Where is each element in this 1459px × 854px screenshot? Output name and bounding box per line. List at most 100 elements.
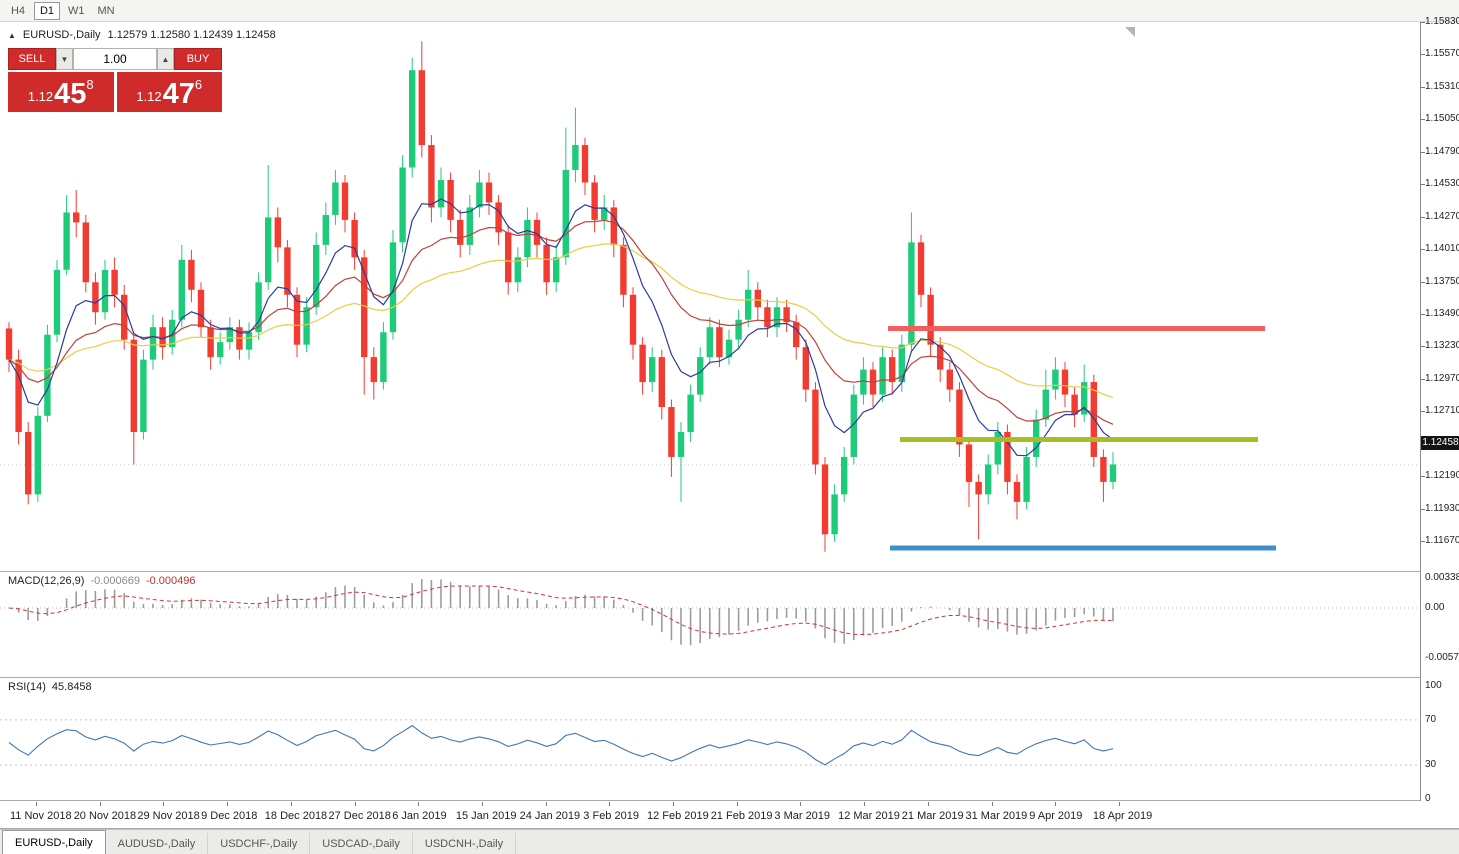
- symbol-tab-usdcnh[interactable]: USDCNH-,Daily: [413, 833, 517, 854]
- date-axis-tick: [736, 802, 738, 806]
- panel-splitter[interactable]: [0, 571, 1459, 572]
- price-axis-label: 1.15570: [1425, 48, 1459, 60]
- price-axis-tick: [1421, 313, 1425, 315]
- timeframe-d1-button[interactable]: D1: [34, 1, 60, 20]
- buy-button[interactable]: BUY: [174, 48, 222, 70]
- price-axis-tick: [1421, 476, 1425, 478]
- rsi-axis-label: 30: [1425, 759, 1437, 771]
- sell-button[interactable]: SELL: [8, 48, 56, 70]
- macd-name: MACD(12,26,9): [8, 575, 85, 587]
- price-axis-label: 1.12710: [1425, 405, 1459, 417]
- price-axis-label: 1.12190: [1425, 470, 1459, 482]
- price-axis-label: 1.14530: [1425, 178, 1459, 190]
- macd-axis-label: 0.00: [1425, 602, 1445, 613]
- macd-main-value: -0.000669: [90, 575, 140, 587]
- date-axis-label: 31 Mar 2019: [965, 810, 1028, 822]
- price-axis-label: 1.11670: [1425, 535, 1459, 546]
- panel-splitter[interactable]: [0, 677, 1459, 678]
- price-axis-label: 1.13230: [1425, 340, 1459, 352]
- ask-prefix: 1.12: [136, 89, 162, 104]
- divider: [0, 828, 1459, 829]
- bid-big-digits: 45: [54, 78, 87, 110]
- rsi-name: RSI(14): [8, 681, 46, 693]
- price-axis-label: 1.15830: [1425, 16, 1459, 27]
- date-axis-label: 18 Dec 2018: [264, 810, 328, 822]
- price-axis-tick: [1421, 119, 1425, 121]
- price-axis-tick: [1421, 86, 1425, 88]
- price-axis-tick: [1421, 541, 1425, 542]
- timeframe-toolbar: H4 D1 W1 MN: [0, 0, 1459, 22]
- date-axis-tick: [354, 802, 356, 806]
- main-chart-pane[interactable]: ▲ EURUSD-,Daily 1.12579 1.12580 1.12439 …: [0, 22, 1459, 571]
- chart-marker-icon: ▲: [8, 30, 16, 40]
- date-axis-label: 6 Jan 2019: [392, 810, 447, 822]
- volume-decrease-button[interactable]: ▼: [56, 48, 73, 70]
- timeframe-mn-button[interactable]: MN: [97, 4, 115, 17]
- timeframe-h4-button[interactable]: H4: [10, 4, 26, 17]
- date-axis-tick: [609, 802, 611, 806]
- symbol-tab-eurusd[interactable]: EURUSD-,Daily: [2, 830, 106, 854]
- price-axis-tick: [1421, 216, 1425, 218]
- date-axis-tick: [991, 802, 993, 806]
- one-click-trade-panel: SELL ▼ ▲ BUY 1.12 45 8 1.12 47 6: [8, 48, 222, 112]
- date-axis-label: 21 Mar 2019: [901, 810, 964, 822]
- price-axis-label: 1.14270: [1425, 210, 1459, 222]
- date-axis-label: 11 Nov 2018: [10, 810, 72, 822]
- macd-axis-label: -0.00574: [1425, 652, 1459, 663]
- macd-axis-label: 0.003386: [1425, 572, 1459, 583]
- date-axis-label: 9 Apr 2019: [1029, 810, 1083, 822]
- rsi-axis-label: 0: [1425, 793, 1431, 804]
- symbol-tabbar: EURUSD-,Daily AUDUSD-,Daily USDCHF-,Daily U…: [0, 829, 1459, 854]
- price-axis-tick: [1421, 184, 1425, 186]
- date-axis-label: 9 Dec 2018: [201, 810, 258, 822]
- panel-splitter[interactable]: [0, 800, 1459, 801]
- rsi-chart: [0, 719, 1420, 766]
- date-axis-tick: [481, 802, 483, 806]
- price-axis-label: 1.14010: [1425, 243, 1459, 255]
- symbol-tab-audusd[interactable]: AUDUSD-,Daily: [106, 833, 209, 854]
- candlestick-chart[interactable]: [0, 22, 1459, 571]
- price-axis-label: 1.12970: [1425, 372, 1459, 384]
- symbol-tab-usdcad[interactable]: USDCAD-,Daily: [310, 833, 413, 854]
- bid-price-button[interactable]: 1.12 45 8: [8, 72, 114, 112]
- date-axis-tick: [1055, 802, 1057, 806]
- chart-ohlc-values: 1.12579 1.12580 1.12439 1.12458: [107, 29, 276, 41]
- chart-title: ▲ EURUSD-,Daily 1.12579 1.12580 1.12439 …: [8, 29, 276, 41]
- rsi-axis-label: 100: [1425, 680, 1442, 691]
- date-axis-tick: [163, 802, 165, 806]
- macd-signal-value: -0.000496: [145, 575, 196, 587]
- ask-big-digits: 47: [162, 78, 195, 110]
- price-axis-label: 1.14790: [1425, 145, 1459, 157]
- price-axis-tick: [1421, 249, 1425, 251]
- current-price-badge: 1.12458: [1421, 435, 1459, 450]
- rsi-value: 45.8458: [51, 681, 92, 693]
- price-axis-label: 1.15310: [1425, 80, 1459, 92]
- date-axis-tick: [927, 802, 929, 806]
- date-axis-tick: [800, 802, 802, 806]
- price-axis-tick: [1421, 281, 1425, 283]
- date-axis-tick: [545, 802, 547, 806]
- ask-price-button[interactable]: 1.12 47 6: [116, 72, 222, 112]
- price-axis-tick: [1421, 346, 1425, 348]
- price-axis-tick: [1421, 508, 1425, 510]
- price-axis[interactable]: 1.15830 1.15570 1.15310 1.15050 1.14790 1.145…: [1420, 16, 1459, 804]
- autoscroll-icon: [1125, 27, 1135, 37]
- price-axis-label: 1.13750: [1425, 275, 1459, 287]
- rsi-axis-label: 70: [1425, 713, 1437, 725]
- price-axis-label: 1.13490: [1425, 307, 1459, 319]
- date-axis-tick: [99, 802, 101, 806]
- timeframe-w1-button[interactable]: W1: [68, 4, 85, 17]
- date-axis-label: 29 Nov 2018: [137, 810, 200, 822]
- date-axis[interactable]: 11 Nov 2018 20 Nov 2018 29 Nov 2018 9 Dec 2…: [0, 801, 1459, 828]
- price-axis-tick: [1421, 411, 1425, 413]
- ask-pipette: 6: [194, 77, 203, 92]
- date-axis-label: 12 Mar 2019: [838, 810, 900, 822]
- volume-input[interactable]: [73, 48, 157, 70]
- bid-pipette: 8: [86, 77, 94, 92]
- symbol-tab-usdchf[interactable]: USDCHF-,Daily: [208, 833, 311, 854]
- volume-increase-button[interactable]: ▲: [157, 48, 174, 70]
- date-axis-label: 24 Jan 2019: [519, 810, 581, 822]
- price-axis-tick: [1421, 54, 1425, 56]
- date-axis-tick: [418, 802, 420, 806]
- date-axis-label: 21 Feb 2019: [710, 810, 773, 822]
